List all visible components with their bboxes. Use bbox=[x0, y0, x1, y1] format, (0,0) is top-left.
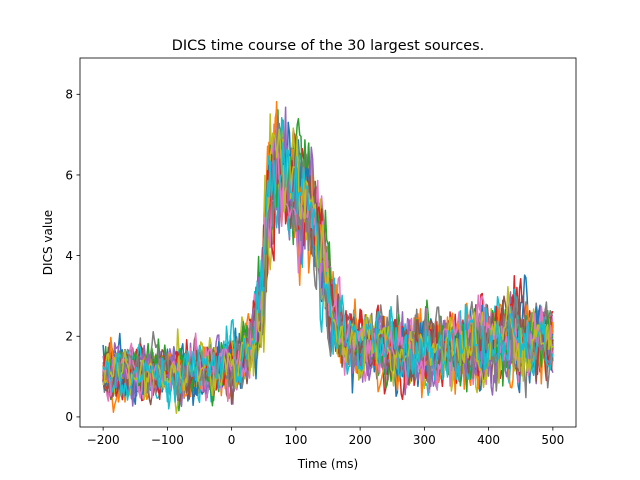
series-group bbox=[102, 100, 554, 415]
y-tick-label: 4 bbox=[65, 249, 73, 263]
x-tick-label: 200 bbox=[349, 433, 372, 447]
y-tick-label: 2 bbox=[65, 330, 73, 344]
x-axis: −200 −100 0 100 200 300 400 500 bbox=[87, 427, 564, 447]
y-axis: 0 2 4 6 8 bbox=[65, 88, 80, 424]
x-tick-label: 100 bbox=[284, 433, 307, 447]
x-tick-label: 500 bbox=[541, 433, 564, 447]
x-tick-label: 300 bbox=[413, 433, 436, 447]
x-axis-label: Time (ms) bbox=[297, 457, 359, 471]
axes-frame bbox=[79, 57, 577, 428]
y-tick-label: 0 bbox=[65, 410, 73, 424]
plot-area bbox=[102, 100, 554, 415]
x-tick-label: −200 bbox=[87, 433, 120, 447]
series-line bbox=[102, 128, 554, 398]
chart-title: DICS time course of the 30 largest sourc… bbox=[172, 38, 484, 54]
x-tick-label: −100 bbox=[151, 433, 184, 447]
series-line bbox=[102, 141, 554, 403]
x-tick-label: 0 bbox=[228, 433, 236, 447]
y-tick-label: 6 bbox=[65, 168, 73, 182]
y-axis-label: DICS value bbox=[41, 210, 55, 275]
x-tick-label: 400 bbox=[477, 433, 500, 447]
y-tick-label: 8 bbox=[65, 88, 73, 102]
